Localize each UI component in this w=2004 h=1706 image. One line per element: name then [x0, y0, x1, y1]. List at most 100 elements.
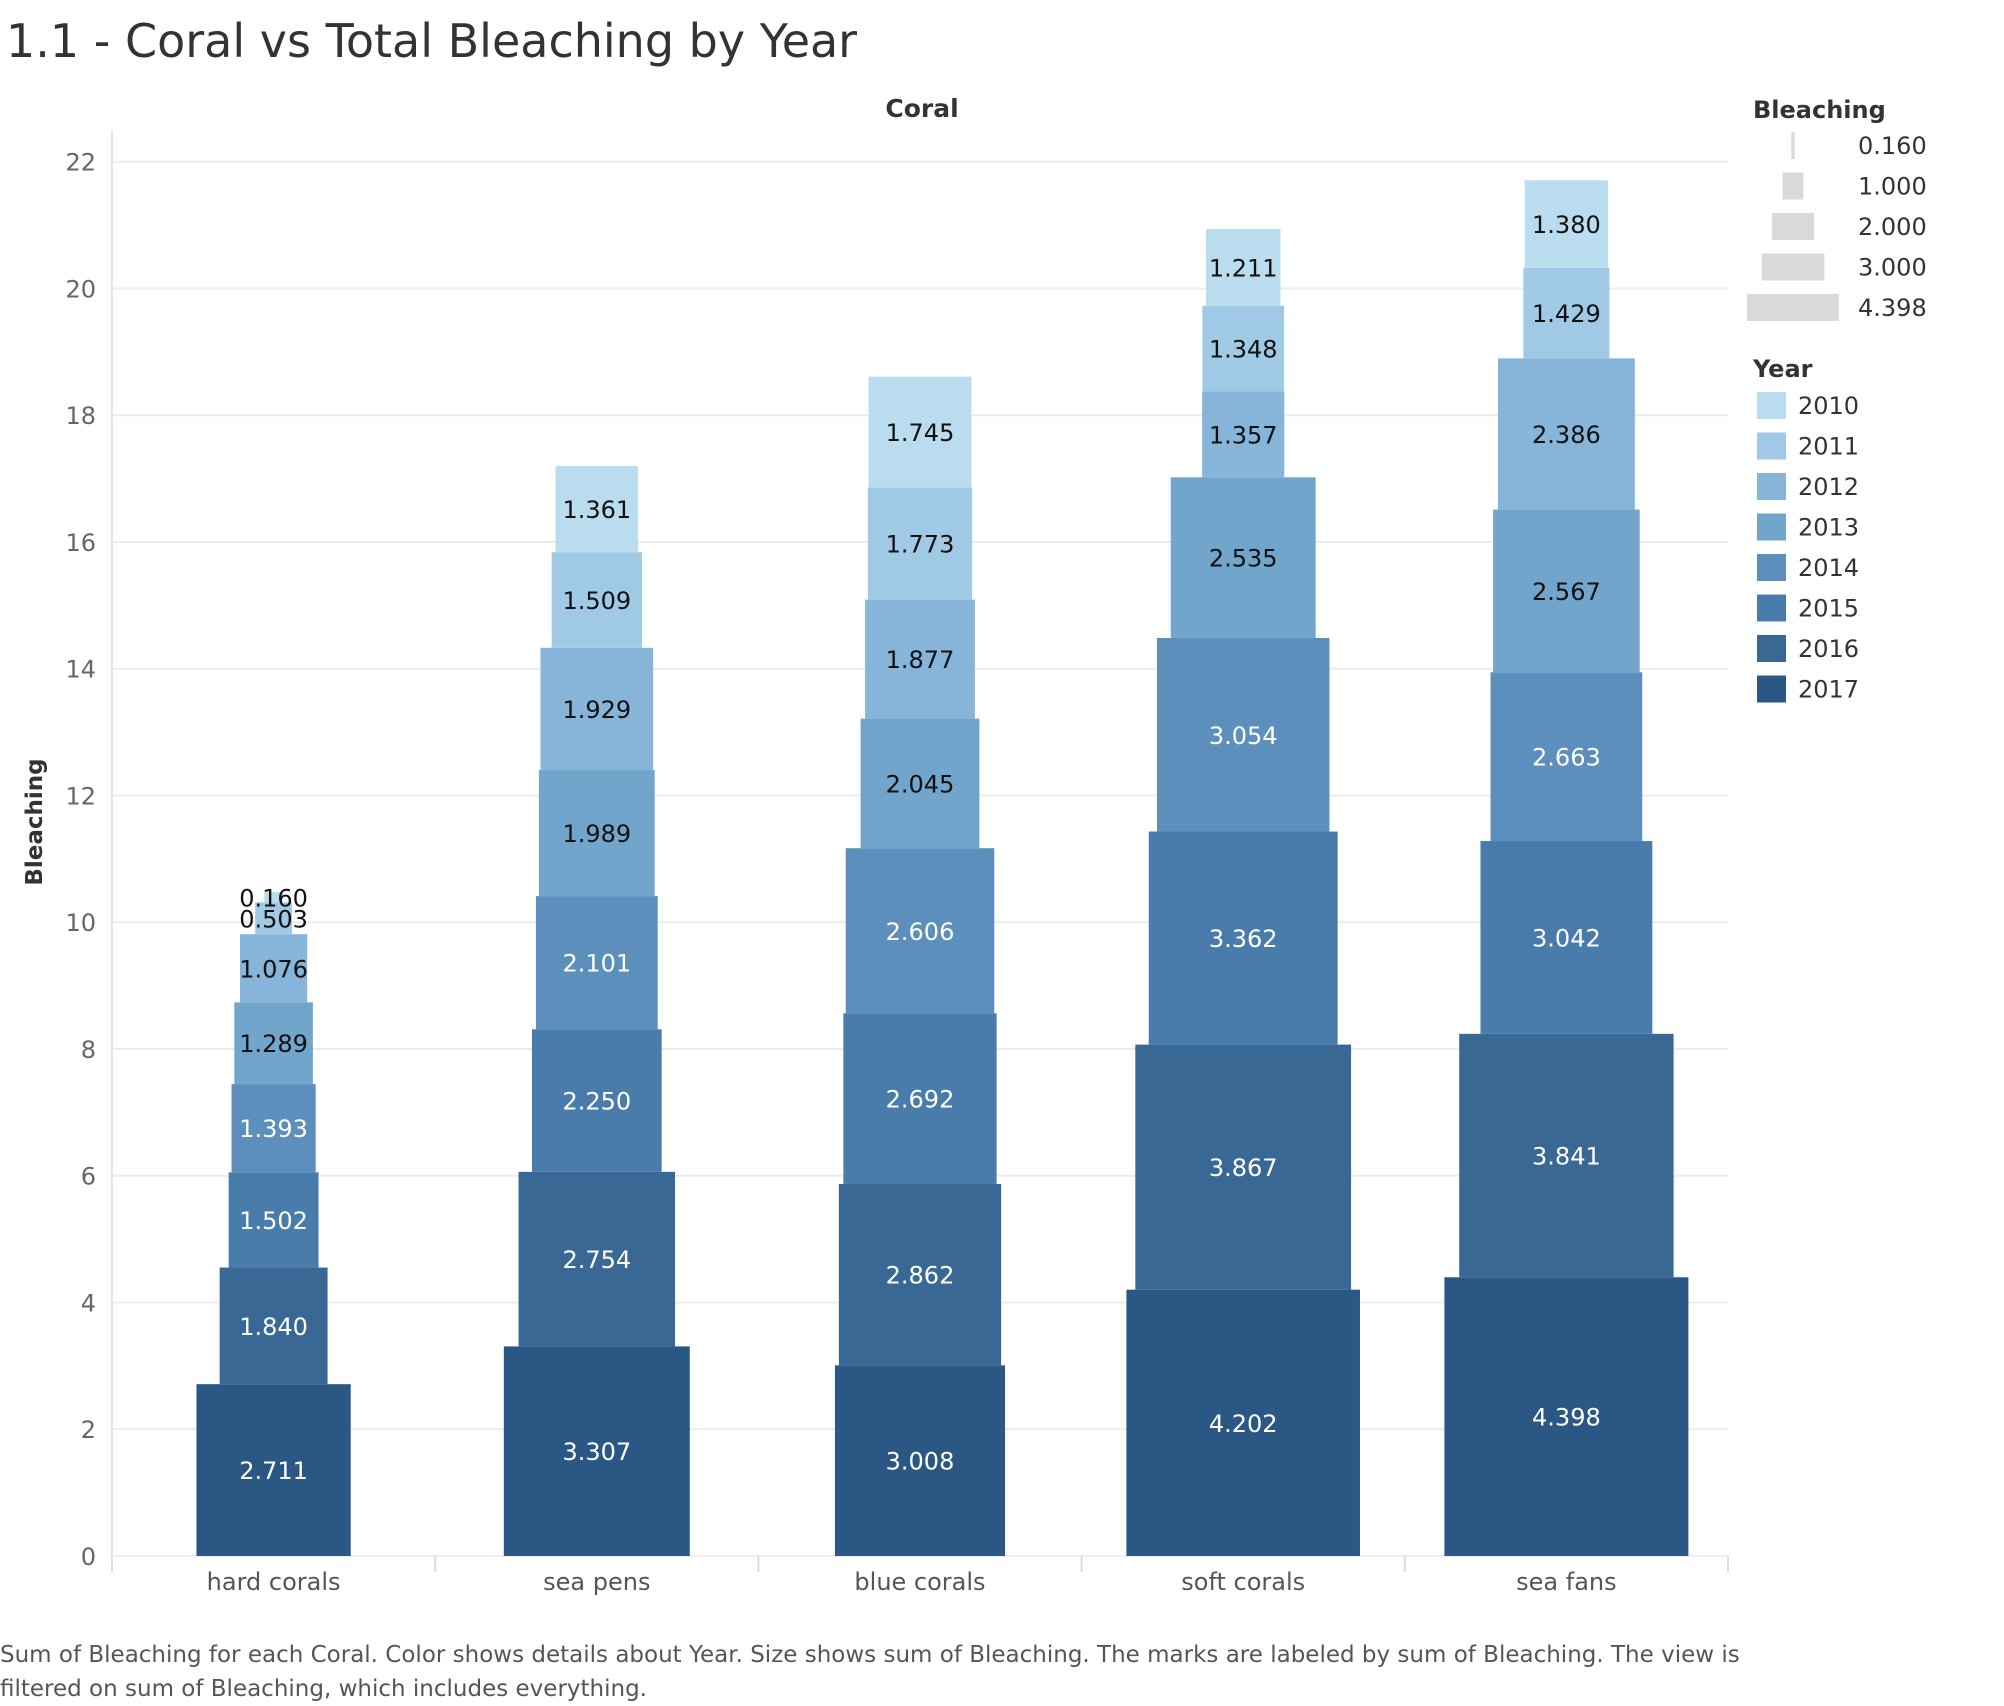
bar-segment [231, 1084, 316, 1173]
data-label: 2.606 [886, 918, 955, 946]
bar-segment [860, 718, 980, 849]
bar-segment [255, 902, 292, 935]
size-legend-title: Bleaching [1753, 96, 1886, 124]
data-label: 1.840 [239, 1313, 308, 1341]
data-label: 0.503 [239, 905, 308, 933]
size-legend-swatch [1791, 132, 1795, 159]
data-label: 1.429 [1532, 300, 1601, 328]
size-legend-swatch [1761, 253, 1825, 281]
data-label: 3.042 [1532, 924, 1601, 952]
y-tick-label: 2 [81, 1416, 96, 1444]
data-label: 2.101 [562, 950, 631, 978]
bar-segment [838, 1183, 1002, 1366]
data-label: 1.877 [886, 646, 955, 674]
color-legend-label: 2017 [1798, 676, 1859, 704]
bar-segment [1444, 1277, 1689, 1556]
data-label: 3.307 [562, 1438, 631, 1466]
data-label: 3.362 [1209, 925, 1278, 953]
bar-segment [264, 892, 283, 903]
size-legend-label: 1.000 [1858, 173, 1927, 201]
data-label: 1.289 [239, 1030, 308, 1058]
data-label: 2.535 [1209, 545, 1278, 573]
data-label: 2.711 [239, 1457, 308, 1485]
data-label: 1.348 [1209, 336, 1278, 364]
bar-segment [1202, 391, 1285, 478]
data-label: 1.773 [886, 530, 955, 558]
bar-segment [1170, 477, 1316, 638]
color-legend-label: 2015 [1798, 595, 1859, 623]
size-legend-label: 0.160 [1858, 132, 1927, 160]
color-legend-label: 2014 [1798, 554, 1859, 582]
chart: 0 2 4 6 8 10 12 14 16 18 20 22 Coral Bleaching 2.71… [22, 94, 1927, 1596]
x-tick-label: sea pens [543, 1568, 650, 1596]
size-legend-label: 4.398 [1858, 294, 1927, 322]
data-label: 3.054 [1209, 722, 1278, 750]
data-label: 1.509 [562, 587, 631, 615]
bar-segment [518, 1171, 676, 1347]
bar-segment [503, 1346, 690, 1556]
data-label: 1.357 [1209, 421, 1278, 449]
data-label: 4.398 [1532, 1404, 1601, 1432]
x-tick-label: soft corals [1181, 1568, 1305, 1596]
data-label: 2.250 [562, 1088, 631, 1116]
color-legend-swatch [1757, 675, 1786, 703]
y-tick-label: 20 [65, 275, 96, 303]
data-label: 0.160 [239, 884, 308, 912]
bar-segment [551, 552, 642, 648]
data-label: 2.663 [1532, 744, 1601, 772]
bar-segment [535, 896, 658, 1030]
bar-segment [1497, 358, 1635, 510]
bar-segment [219, 1267, 328, 1385]
bar-segment [1480, 841, 1653, 1034]
bar-segment [1156, 637, 1330, 832]
data-label: 1.076 [239, 955, 308, 983]
bar-segment [1148, 831, 1338, 1045]
bar-segment [867, 487, 973, 600]
bar-segment [845, 848, 995, 1014]
y-tick-label: 10 [65, 909, 96, 937]
size-legend-label: 3.000 [1858, 254, 1927, 282]
color-legend-label: 2012 [1798, 473, 1859, 501]
bar-segment [1202, 305, 1285, 392]
bars: 2.711 1.840 1.502 1.393 1.289 1.076 0.5030.160… [196, 180, 1689, 1556]
x-tick-label: sea fans [1516, 1568, 1616, 1596]
color-legend-swatch [1757, 392, 1786, 419]
bar-segment [1459, 1033, 1674, 1278]
data-label: 2.045 [886, 770, 955, 798]
y-tick-label: 12 [65, 782, 96, 810]
data-label: 1.380 [1532, 211, 1601, 239]
bar-segment [1126, 1289, 1360, 1556]
x-tick-label: blue corals [854, 1568, 985, 1596]
color-legend-swatch [1757, 513, 1786, 541]
y-tick-label: 6 [81, 1163, 96, 1191]
color-legend-swatch [1757, 554, 1786, 581]
x-axis: hard corals sea pens blue corals soft coral… [207, 1568, 1617, 1596]
y-tick-label: 16 [65, 529, 96, 557]
bar-segment [834, 1365, 1006, 1556]
size-legend-swatch [1747, 294, 1839, 321]
data-label: 1.361 [562, 496, 631, 524]
color-legend-swatch [1757, 594, 1786, 622]
data-label: 2.692 [886, 1086, 955, 1114]
y-axis: 0 2 4 6 8 10 12 14 16 18 20 22 [65, 130, 1729, 1572]
data-label: 1.929 [562, 696, 631, 724]
bar-segment [538, 770, 655, 897]
data-label: 1.745 [886, 419, 955, 447]
bar-segment [555, 465, 639, 553]
bar-segment [196, 1384, 351, 1556]
bar-segment [1524, 180, 1609, 268]
y-tick-label: 4 [81, 1289, 96, 1317]
data-label: 2.754 [562, 1246, 631, 1274]
y-axis-label: Bleaching [22, 758, 48, 885]
color-legend-swatch [1757, 635, 1786, 662]
color-legend-label: 2011 [1798, 433, 1859, 461]
y-tick-label: 14 [65, 656, 96, 684]
bar-segment [843, 1013, 997, 1184]
bar-segment [1523, 267, 1610, 359]
data-label: 4.202 [1209, 1410, 1278, 1438]
data-label: 3.008 [886, 1448, 955, 1476]
data-label: 3.841 [1532, 1143, 1601, 1171]
data-label: 3.867 [1209, 1154, 1278, 1182]
color-legend-title: Year [1752, 355, 1813, 383]
bar-segment [865, 599, 975, 719]
